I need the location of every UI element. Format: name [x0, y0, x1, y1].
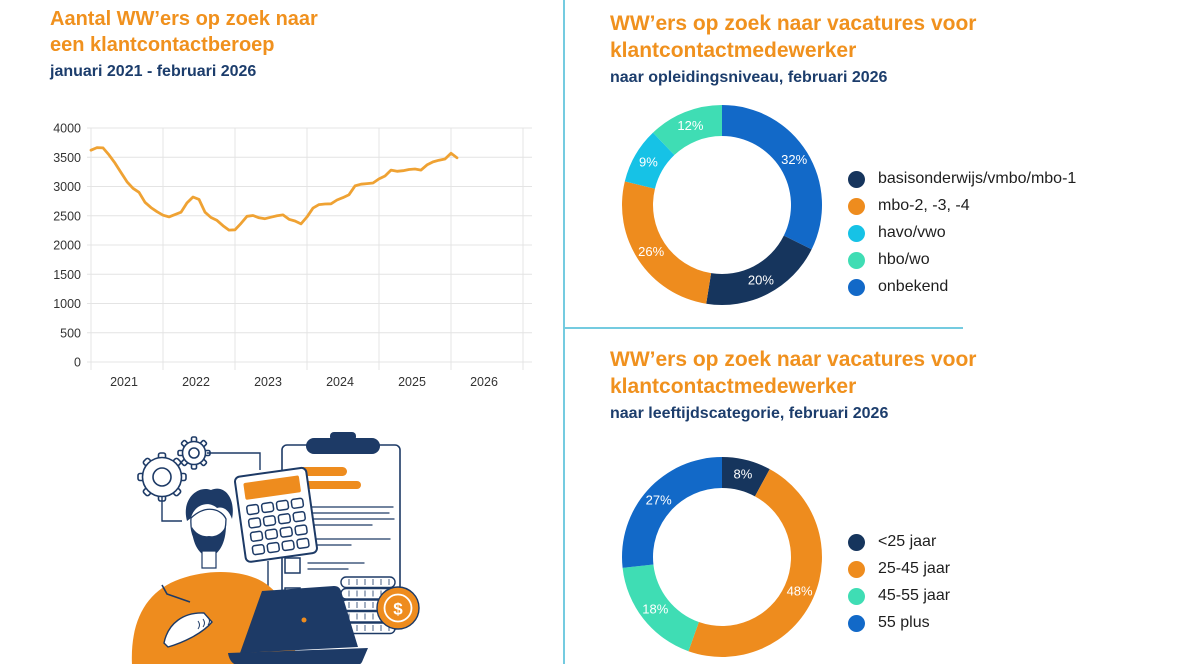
legend-item: 45-55 jaar: [848, 587, 950, 605]
illustration: $: [131, 432, 420, 664]
trend-subtitle: januari 2021 - februari 2026: [50, 63, 257, 80]
line-chart: 0 500 1000 1500 2000 2500 3000 3500 4000 2021 2022…: [53, 122, 532, 389]
donut-slice-mbo-2, -3, -4: [622, 181, 712, 304]
y-tick-500: 500: [60, 326, 81, 340]
y-tick-2500: 2500: [53, 209, 81, 223]
legend-label: hbo/wo: [878, 251, 930, 268]
y-tick-3500: 3500: [53, 151, 81, 165]
age-title-line1: WW’ers op zoek naar vacatures voor: [610, 348, 977, 371]
calculator-icon: [234, 466, 318, 563]
legend-item: mbo-2, -3, -4: [848, 197, 1076, 215]
slice-value-basisonderwijs/vmbo/mbo-1: 20%: [748, 273, 774, 288]
slice-value-havo/vwo: 9%: [639, 155, 658, 170]
trend-title-line1: Aantal WW’ers op zoek naar: [50, 8, 318, 30]
x-tick-2026: 2026: [470, 375, 498, 389]
legend-label: havo/vwo: [878, 224, 946, 241]
connector-lines: [161, 452, 261, 522]
donut-slice-55 plus: [621, 457, 722, 568]
education-donut-chart: 32% 20% 26% 9% 12%: [622, 105, 823, 305]
trend-line-series: [89, 146, 459, 232]
legend-label: 45-55 jaar: [878, 587, 951, 604]
legend-item: basisonderwijs/vmbo/mbo-1: [848, 170, 1076, 188]
donut-slice-<25 jaar: [722, 457, 770, 497]
education-header: WW’ers op zoek naar vacatures voor klant…: [610, 10, 1080, 87]
x-tick-2022: 2022: [182, 375, 210, 389]
y-tick-1500: 1500: [53, 268, 81, 282]
legend-label: <25 jaar: [878, 533, 937, 550]
y-tick-2000: 2000: [53, 239, 81, 253]
legend-swatch: [848, 587, 865, 605]
x-tick-2025: 2025: [398, 375, 426, 389]
legend-swatch: [848, 197, 865, 215]
dollar-sign: $: [393, 600, 403, 619]
education-title-line1: WW’ers op zoek naar vacatures voor: [610, 12, 977, 35]
person-hair: [185, 488, 233, 521]
person-beard: [192, 525, 226, 557]
education-subtitle: naar opleidingsniveau, februari 2026: [610, 69, 888, 86]
legend-swatch: [848, 170, 865, 188]
y-tick-3000: 3000: [53, 180, 81, 194]
legend-label: 55 plus: [878, 614, 930, 631]
legend-item: onbekend: [848, 278, 1076, 296]
dollar-coin-icon: $: [376, 586, 420, 630]
donut-slice-onbekend: [722, 105, 823, 250]
slice-value-25-45 jaar: 48%: [787, 584, 813, 599]
y-tick-0: 0: [74, 356, 81, 370]
donut-slice-hbo/wo: [652, 105, 722, 156]
legend-swatch: [848, 278, 865, 296]
slice-value-mbo-2, -3, -4: 26%: [638, 244, 664, 259]
trend-header: Aantal WW’ers op zoek naar een klantcont…: [50, 6, 530, 81]
y-tick-4000: 4000: [53, 122, 81, 136]
legend-label: basisonderwijs/vmbo/mbo-1: [878, 170, 1077, 187]
donut-slice-25-45 jaar: [688, 469, 822, 657]
legend-item: <25 jaar: [848, 533, 950, 551]
person-pen: [161, 584, 191, 603]
legend-item: 25-45 jaar: [848, 560, 950, 578]
slice-value-45-55 jaar: 18%: [642, 602, 668, 617]
vertical-divider: [563, 0, 565, 664]
laptop-icon: [228, 586, 368, 664]
legend-label: onbekend: [878, 278, 949, 295]
x-tick-2023: 2023: [254, 375, 282, 389]
legend-label: 25-45 jaar: [878, 560, 951, 577]
age-title-line2: klantcontactmedewerker: [610, 375, 857, 398]
age-donut-chart: 8% 48% 18% 27%: [621, 457, 822, 657]
person-hand: [163, 612, 213, 648]
legend-swatch: [848, 560, 865, 578]
x-tick-2021: 2021: [110, 375, 138, 389]
slice-value-hbo/wo: 12%: [677, 118, 703, 133]
horizontal-divider: [565, 327, 963, 329]
x-tick-2024: 2024: [326, 375, 354, 389]
legend-item: 55 plus: [848, 614, 950, 632]
trend-title-line2: een klantcontactberoep: [50, 34, 275, 56]
education-legend: basisonderwijs/vmbo/mbo-1 mbo-2, -3, -4 ha…: [848, 170, 1076, 305]
legend-swatch: [848, 251, 865, 269]
slice-value-<25 jaar: 8%: [734, 467, 753, 482]
donut-slice-45-55 jaar: [622, 564, 699, 652]
legend-item: havo/vwo: [848, 224, 1076, 242]
y-tick-1000: 1000: [53, 297, 81, 311]
legend-label: mbo-2, -3, -4: [878, 197, 970, 214]
coin-stack-icon: [340, 576, 396, 635]
age-header: WW’ers op zoek naar vacatures voor klant…: [610, 346, 1080, 423]
legend-item: hbo/wo: [848, 251, 1076, 269]
person-neck: [201, 550, 217, 569]
education-title-line2: klantcontactmedewerker: [610, 39, 857, 62]
donut-slice-havo/vwo: [624, 132, 675, 189]
age-legend: <25 jaar 25-45 jaar 45-55 jaar 55 plus: [848, 533, 950, 641]
slice-value-onbekend: 32%: [781, 152, 807, 167]
age-subtitle: naar leeftijdscategorie, februari 2026: [610, 405, 889, 422]
legend-swatch: [848, 224, 865, 242]
gear-icon: [137, 436, 211, 502]
legend-swatch: [848, 533, 865, 551]
legend-swatch: [848, 614, 865, 632]
slice-value-55 plus: 27%: [646, 492, 672, 507]
donut-slice-basisonderwijs/vmbo/mbo-1: [706, 235, 812, 305]
